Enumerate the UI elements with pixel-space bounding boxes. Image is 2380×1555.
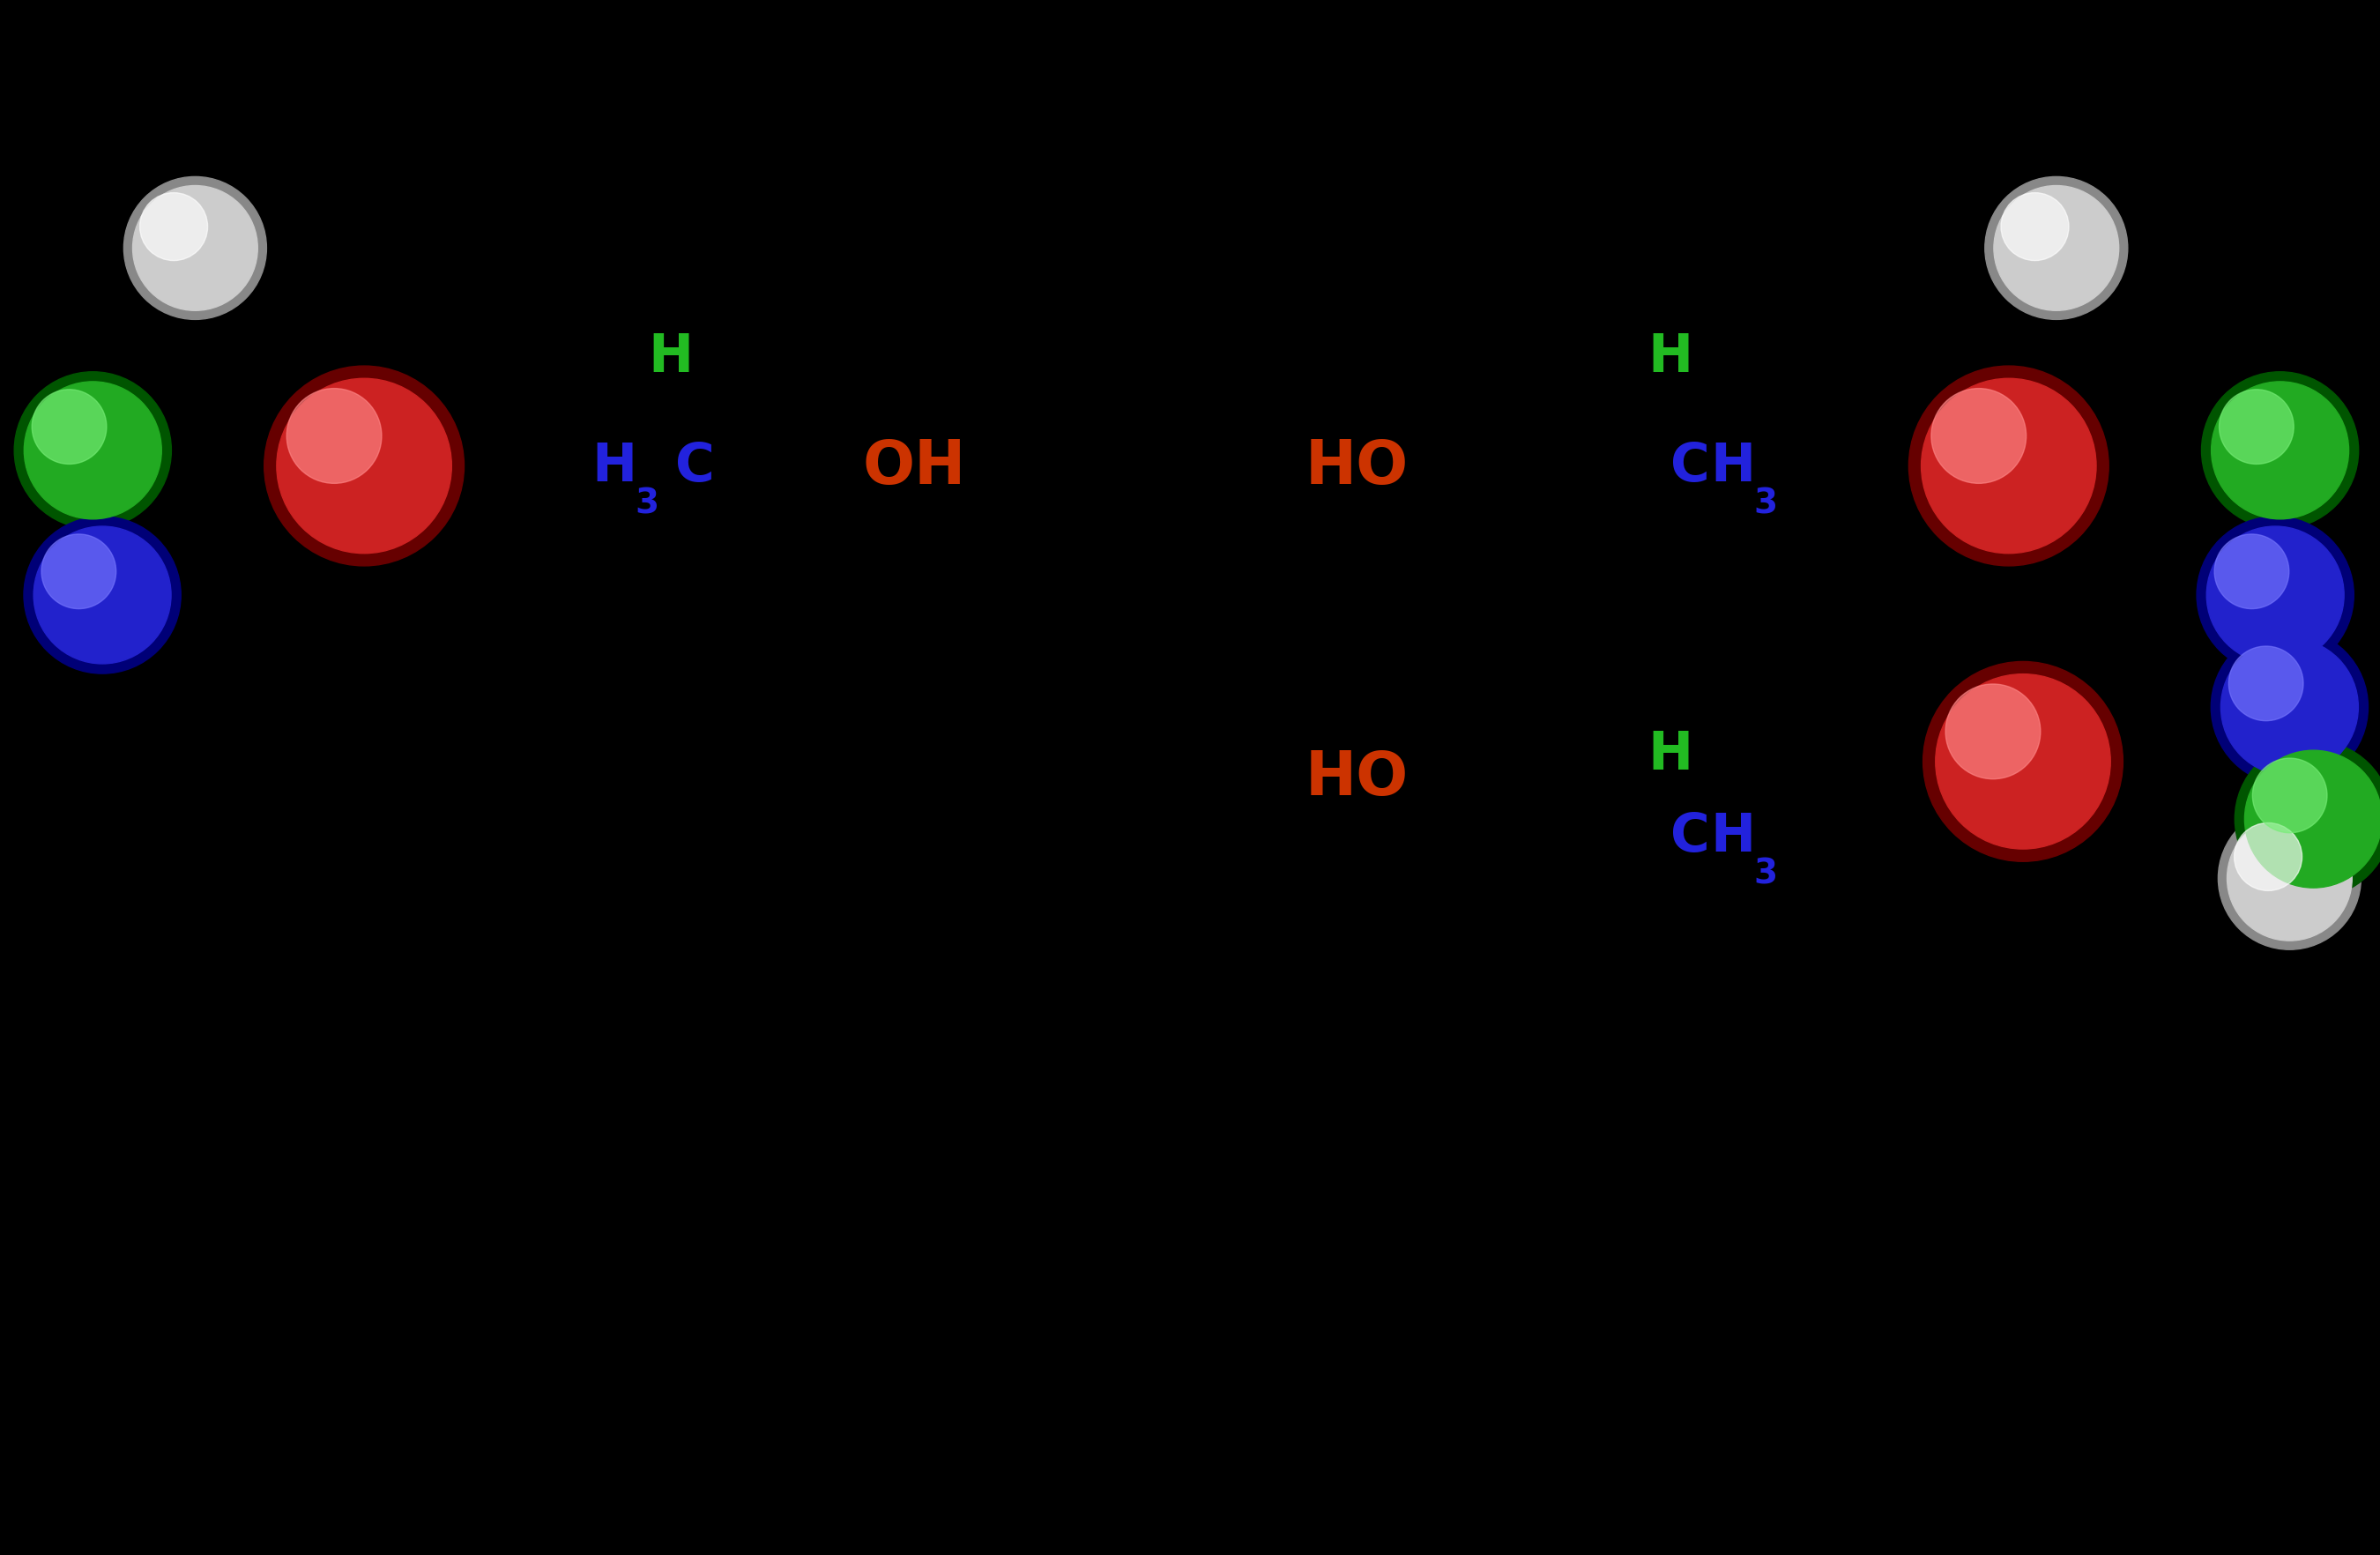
Text: H: H bbox=[1649, 331, 1692, 384]
Ellipse shape bbox=[1930, 389, 2025, 484]
Ellipse shape bbox=[133, 187, 257, 311]
Ellipse shape bbox=[1935, 675, 2111, 849]
Ellipse shape bbox=[1994, 187, 2118, 311]
Ellipse shape bbox=[286, 389, 381, 484]
Text: H: H bbox=[1649, 728, 1692, 781]
Ellipse shape bbox=[2002, 193, 2068, 261]
Ellipse shape bbox=[2235, 742, 2380, 897]
Ellipse shape bbox=[24, 383, 162, 519]
Ellipse shape bbox=[2211, 383, 2349, 519]
Ellipse shape bbox=[124, 177, 267, 320]
Ellipse shape bbox=[2228, 647, 2304, 722]
Text: 3: 3 bbox=[635, 487, 659, 521]
Ellipse shape bbox=[2218, 807, 2361, 950]
Ellipse shape bbox=[14, 373, 171, 529]
Ellipse shape bbox=[2244, 751, 2380, 888]
Ellipse shape bbox=[264, 367, 464, 566]
Ellipse shape bbox=[2206, 527, 2344, 664]
Ellipse shape bbox=[33, 527, 171, 664]
Text: C: C bbox=[1671, 810, 1709, 863]
Text: H: H bbox=[1711, 810, 1754, 863]
Text: C: C bbox=[676, 440, 714, 493]
Ellipse shape bbox=[2218, 390, 2294, 465]
Ellipse shape bbox=[1985, 177, 2128, 320]
Ellipse shape bbox=[40, 535, 117, 610]
Text: H: H bbox=[1711, 440, 1754, 493]
Ellipse shape bbox=[1921, 379, 2097, 554]
Ellipse shape bbox=[276, 379, 452, 554]
Ellipse shape bbox=[2202, 373, 2359, 529]
Ellipse shape bbox=[2228, 816, 2351, 941]
Ellipse shape bbox=[1923, 662, 2123, 861]
Ellipse shape bbox=[2221, 639, 2359, 776]
Text: C: C bbox=[1671, 440, 1709, 493]
Ellipse shape bbox=[2251, 759, 2328, 833]
Ellipse shape bbox=[140, 193, 207, 261]
Ellipse shape bbox=[1909, 367, 2109, 566]
Text: H: H bbox=[650, 331, 693, 384]
Ellipse shape bbox=[2213, 535, 2290, 610]
Ellipse shape bbox=[2197, 518, 2354, 673]
Text: 3: 3 bbox=[1754, 487, 1778, 521]
Text: H: H bbox=[593, 440, 635, 493]
Ellipse shape bbox=[31, 390, 107, 465]
Ellipse shape bbox=[24, 518, 181, 673]
Text: 3: 3 bbox=[1754, 857, 1778, 891]
Text: HO: HO bbox=[1304, 748, 1409, 807]
Text: HO: HO bbox=[1304, 437, 1409, 496]
Ellipse shape bbox=[2235, 823, 2301, 891]
Ellipse shape bbox=[1944, 684, 2040, 779]
Ellipse shape bbox=[2211, 630, 2368, 785]
Text: OH: OH bbox=[862, 437, 966, 496]
